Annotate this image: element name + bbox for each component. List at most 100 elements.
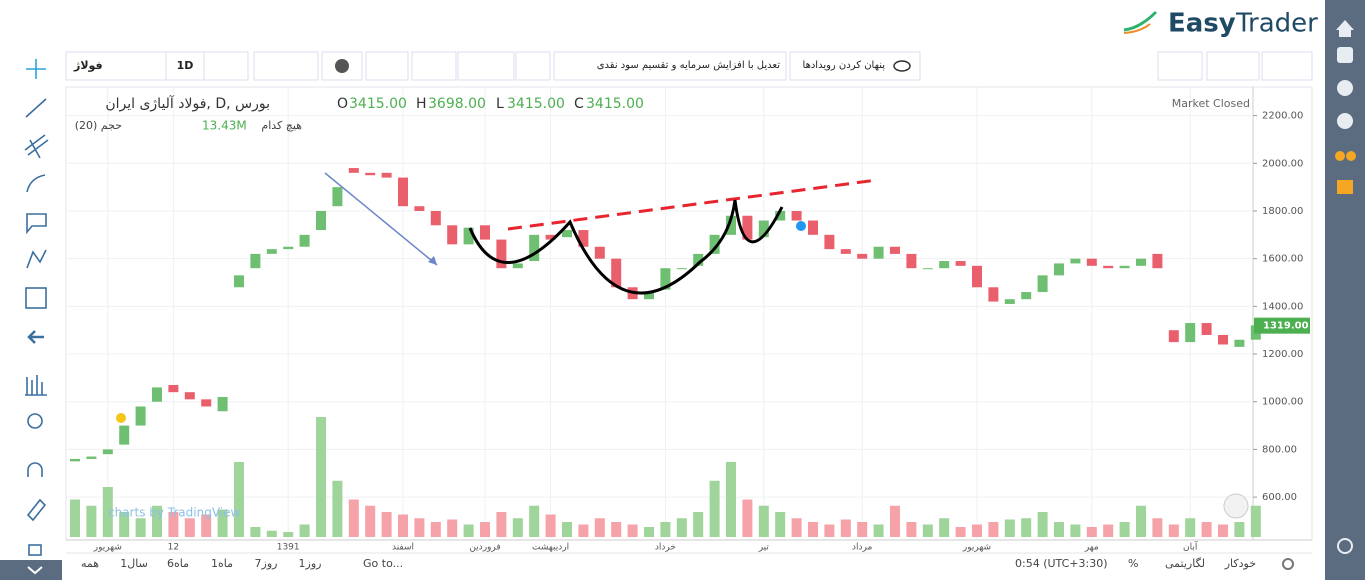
brand-easy: Easy: [1168, 9, 1236, 39]
brand-logo: [1123, 10, 1158, 32]
volume-bar: [152, 505, 162, 537]
volume-bar: [414, 518, 425, 537]
volume-bar: [890, 505, 900, 537]
volume-bar: [217, 509, 228, 537]
volume-bar: [693, 512, 704, 537]
line-tool[interactable]: [25, 98, 47, 118]
candle-body: [1185, 323, 1196, 343]
o-label: O: [337, 96, 348, 112]
save-button[interactable]: [1261, 51, 1313, 81]
magnet-tool[interactable]: [27, 462, 43, 477]
candle-body: [660, 268, 671, 290]
log-toggle[interactable]: لگاریتمی: [1165, 557, 1205, 570]
event-dot: [116, 413, 126, 423]
chart-type[interactable]: [253, 51, 319, 81]
scroll-button[interactable]: [1223, 493, 1249, 519]
range-button[interactable]: 7روز: [255, 557, 278, 570]
adjust-button[interactable]: [553, 51, 787, 81]
y-tick-label: 1600.00: [1262, 254, 1303, 265]
volume-bar: [660, 522, 671, 537]
last-price-box: [1254, 317, 1310, 334]
fullscreen-button[interactable]: [515, 51, 551, 81]
list-icon[interactable]: [1337, 47, 1353, 63]
candle-body: [168, 385, 179, 393]
candle-body: [512, 263, 523, 269]
back-tool[interactable]: [27, 330, 44, 344]
range-button[interactable]: همه: [81, 557, 99, 570]
snapshot-button[interactable]: [1157, 51, 1203, 81]
volume-bar: [201, 514, 212, 537]
auto-toggle[interactable]: خودکار: [1224, 557, 1256, 570]
volume-bar: [119, 512, 130, 537]
range-button[interactable]: 1روز: [299, 557, 322, 570]
symbol-box[interactable]: [65, 51, 167, 81]
hide-events-button[interactable]: [789, 51, 921, 81]
y-tick-label: 2200.00: [1262, 111, 1303, 122]
watermark: charts by TradingView: [108, 506, 240, 520]
candle-body: [1152, 253, 1163, 269]
load-button[interactable]: [1206, 51, 1260, 81]
h-value: 3698.00: [428, 96, 486, 112]
pattern-tool[interactable]: [26, 249, 47, 269]
interval-menu[interactable]: [203, 51, 249, 81]
settings-icon: [335, 59, 349, 73]
indicator-tool[interactable]: [25, 375, 47, 396]
range-button[interactable]: 1ماه: [211, 557, 233, 570]
home-icon[interactable]: [1336, 20, 1354, 37]
percent-toggle[interactable]: %: [1128, 557, 1138, 570]
candle-body: [1201, 323, 1212, 335]
zoom-tool[interactable]: [27, 413, 43, 429]
volume-bar: [316, 417, 326, 537]
volume-bar: [1185, 518, 1196, 537]
volume-bar: [1234, 522, 1245, 537]
range-button[interactable]: 1سال: [120, 557, 148, 570]
eye-icon: [893, 60, 911, 72]
volume-bar: [496, 512, 507, 537]
volume-bar: [430, 522, 441, 537]
candle-body: [414, 206, 425, 211]
compare-button[interactable]: [411, 51, 457, 81]
x-tick-label: فروردین: [469, 543, 500, 553]
goto-button[interactable]: Go to...: [363, 557, 403, 570]
volume-bar: [545, 514, 556, 537]
interval-box[interactable]: [165, 51, 205, 81]
settings-gear[interactable]: [1282, 558, 1294, 570]
lock-tool[interactable]: [28, 544, 42, 556]
volume-bar: [480, 522, 490, 537]
fib-tool[interactable]: [24, 134, 49, 159]
volume-bar: [184, 518, 195, 537]
candle-body: [758, 220, 769, 238]
l-label: L: [496, 96, 504, 112]
curve-tool[interactable]: [26, 174, 46, 193]
power-icon[interactable]: [1337, 538, 1353, 554]
search-icon[interactable]: [1337, 80, 1353, 96]
undo-redo[interactable]: [457, 51, 515, 81]
volume-bar: [1218, 524, 1228, 537]
pencil-tool[interactable]: [26, 498, 47, 522]
bottom-bar: [62, 553, 1325, 577]
candle-body: [266, 249, 277, 254]
volume-bar: [1004, 519, 1015, 537]
candle-body: [808, 220, 818, 235]
indicators-button[interactable]: [365, 51, 409, 81]
range-button[interactable]: 6ماه: [167, 557, 189, 570]
chart-icon[interactable]: [1337, 180, 1353, 194]
watch-icon[interactable]: [1335, 151, 1345, 161]
volume-bar: [135, 518, 146, 537]
candle-body: [102, 449, 113, 455]
volume-bar: [381, 512, 392, 537]
volume-bar: [627, 524, 638, 537]
arrow-head: [428, 256, 437, 265]
crosshair-tool[interactable]: [26, 59, 46, 79]
measure-tool[interactable]: [25, 287, 47, 309]
volume-bar: [86, 505, 97, 537]
candle-body: [1168, 330, 1179, 343]
volume-bar: [299, 524, 310, 537]
volume-bar: [709, 480, 720, 537]
pie-icon[interactable]: [1337, 113, 1353, 129]
text-tool[interactable]: [26, 213, 47, 235]
volume-bar: [1201, 522, 1212, 537]
drawing-tools: [24, 59, 49, 556]
neckline: [507, 178, 878, 231]
